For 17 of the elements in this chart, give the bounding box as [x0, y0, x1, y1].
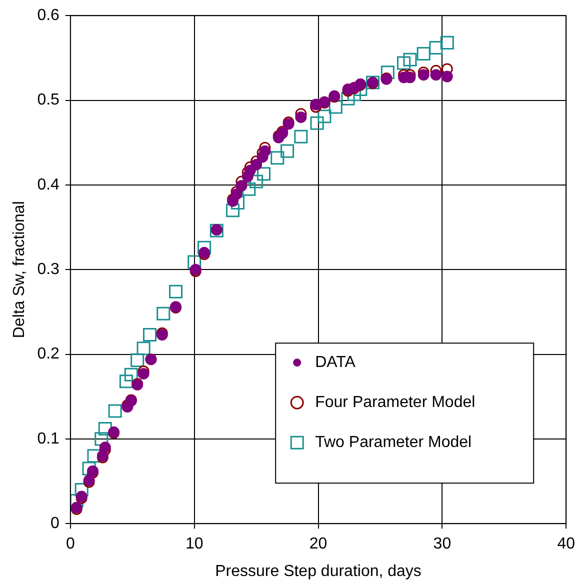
x-tick-label: 0 [66, 536, 75, 553]
x-tick-label: 20 [309, 536, 328, 553]
x-tick-label: 10 [185, 536, 204, 553]
y-tick-label: 0 [50, 515, 60, 532]
y-axis-title: Delta Sw, fractional [11, 201, 28, 338]
y-tick-label: 0.4 [37, 176, 60, 194]
x-tick-label: 30 [433, 536, 452, 553]
legend-label: DATA [315, 354, 356, 372]
x-axis-title: Pressure Step duration, days [215, 562, 422, 580]
y-tick-label: 0.5 [37, 92, 60, 109]
legend-label: Four Parameter Model [315, 394, 476, 412]
y-tick-label: 0.6 [37, 7, 60, 24]
legend-label: Two Parameter Model [315, 434, 472, 452]
y-tick-label: 0.1 [37, 430, 60, 448]
x-tick-label: 40 [557, 536, 576, 553]
y-tick-label: 0.3 [37, 261, 60, 278]
y-tick-label: 0.2 [37, 346, 60, 363]
